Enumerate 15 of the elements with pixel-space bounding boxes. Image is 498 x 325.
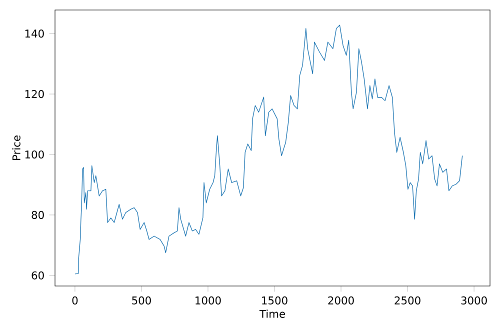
y-tick-label: 100 [25, 150, 44, 159]
x-tick-label: 2000 [328, 296, 354, 304]
x-axis-title: Time [259, 310, 286, 318]
y-tick-label: 60 [32, 271, 44, 280]
x-tick-label: 0 [72, 296, 78, 304]
x-tick-label: 3000 [461, 296, 487, 304]
x-tick-label: 1500 [262, 296, 288, 304]
y-tick-label: 80 [32, 210, 44, 219]
line-series [74, 24, 463, 274]
y-axis-title: Price [12, 136, 20, 160]
x-tick-label: 1000 [196, 296, 221, 304]
x-tick-label: 2500 [394, 296, 420, 304]
y-tick-label: 140 [25, 30, 44, 38]
y-tick-label: 120 [25, 90, 44, 98]
x-tick-label: 500 [132, 296, 151, 304]
